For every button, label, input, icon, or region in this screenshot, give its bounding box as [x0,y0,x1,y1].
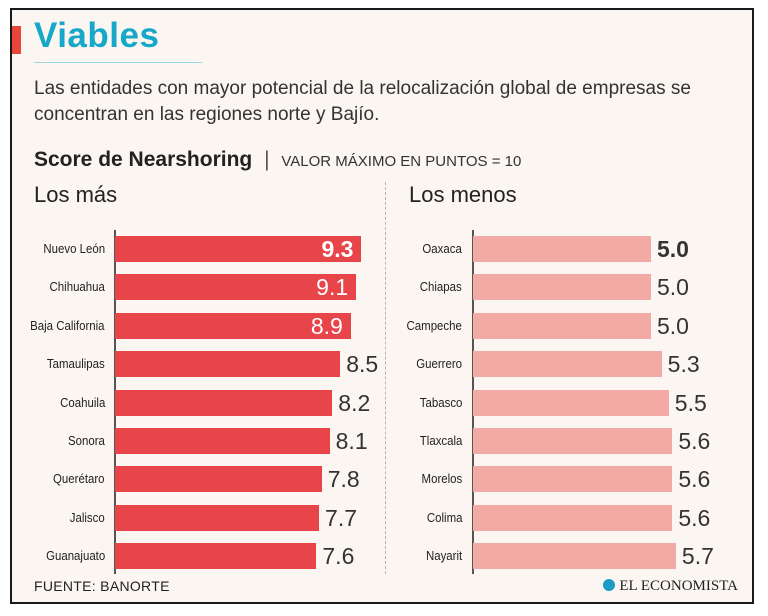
infographic-frame: Viables Las entidades con mayor potencia… [10,8,754,604]
top-category-label: Coahuila [59,394,105,410]
top-bar-value-label: 8.5 [346,351,379,378]
bottom-bar [473,504,673,531]
bottom-category-row: Guerrero [12,351,462,377]
title-underline [34,62,202,63]
bottom-category-row: Colima [12,505,462,531]
bottom-bar [473,312,651,339]
page-title: Viables [34,16,160,55]
top-bar-value-label: 7.6 [322,543,355,570]
top-bar-value-label: 7.8 [327,466,360,493]
source-note: FUENTE: BANORTE [34,578,170,594]
top-category-label: Baja California [30,317,105,333]
top-bar-value-label: 9.3 [321,236,354,262]
bottom-bar-value-label: 5.5 [674,389,707,416]
bottom-category-row: Oaxaca [12,236,462,262]
bottom-category-label: Tabasco [419,394,462,410]
score-separator: | [264,148,270,171]
bottom-category-row: Morelos [12,466,462,492]
bottom-category-label: Guerrero [416,356,462,372]
bottom-category-row: Tlaxcala [12,428,462,454]
bottom-bar-value-label: 5.7 [681,543,714,570]
bottom-category-label: Morelos [421,471,462,487]
bottom-bar-value-label: 5.3 [667,351,700,378]
logo-text: EL ECONOMISTA [619,578,738,594]
bottom-category-row: Campeche [12,313,462,339]
top-category-label: Nuevo León [43,241,105,256]
publisher-logo: EL ECONOMISTA [603,578,738,595]
top-bar [115,504,320,531]
top-bar-value-label: 7.7 [325,504,358,531]
top-bar-value-label: 8.2 [338,389,371,416]
top-bar [115,236,362,262]
bottom-chart-axis [472,230,474,574]
subtitle: Las entidades con mayor potencial de la … [34,78,691,125]
score-title: Score de Nearshoring [34,148,253,171]
bottom-bar [473,236,651,262]
bottom-category-label: Campeche [406,317,462,333]
bottom-bar [473,466,673,493]
chart-title-top: Los más [34,182,118,207]
top-category-row: Chihuahua [12,274,105,300]
bottom-category-label: Colima [426,509,462,525]
top-category-row: Coahuila [12,390,105,416]
bottom-bar-value-label: 5.6 [678,466,711,493]
top-category-row: Tamaulipas [12,351,105,377]
top-category-row: Guanajuato [12,543,105,569]
top-bar-value-label: 8.1 [335,428,368,454]
top-category-row: Querétaro [12,466,105,492]
top-category-row: Baja California [12,313,105,339]
bottom-category-label: Nayarit [425,548,462,564]
bottom-category-label: Tlaxcala [419,433,462,448]
top-chart-axis [114,230,116,574]
bottom-category-row: Nayarit [12,543,462,569]
bottom-category-row: Tabasco [12,390,462,416]
top-category-row: Jalisco [12,505,105,531]
bottom-bar [473,543,676,570]
top-category-row: Sonora [12,428,105,454]
top-bar [115,351,341,378]
bottom-bar-value-label: 5.6 [678,428,711,454]
top-bar [115,274,357,301]
bottom-category-label: Oaxaca [422,241,462,256]
bottom-category-label: Chiapas [420,279,462,295]
top-bar-value-label: 8.9 [310,312,343,339]
bottom-bar [473,274,651,301]
top-bar [115,543,317,570]
score-heading: Score de Nearshoring | VALOR MÁXIMO EN P… [34,148,521,172]
title-accent-bar [12,26,21,54]
top-bar [115,466,322,493]
top-bar [115,312,351,339]
bottom-bar-value-label: 5.0 [657,312,689,339]
top-category-label: Chihuahua [49,279,105,295]
top-bar [115,389,333,416]
top-category-row: Nuevo León [12,236,105,262]
bottom-bar [473,428,673,454]
score-max-note: VALOR MÁXIMO EN PUNTOS = 10 [281,153,522,170]
top-category-label: Tamaulipas [47,356,105,372]
bottom-bar-value-label: 5.0 [657,274,689,301]
logo-icon [603,579,616,591]
top-category-label: Sonora [68,433,105,448]
bottom-bar [473,389,669,416]
column-divider [385,182,386,574]
top-category-label: Jalisco [70,509,105,525]
top-category-label: Guanajuato [45,548,105,564]
chart-title-bottom: Los menos [409,182,517,207]
bottom-bar-value-label: 5.0 [657,236,689,262]
top-bar [115,428,330,454]
bottom-bar [473,351,662,378]
top-category-label: Querétaro [53,471,105,487]
top-bar-value-label: 9.1 [316,274,349,301]
bottom-bar-value-label: 5.6 [678,504,711,531]
bottom-category-row: Chiapas [12,274,462,300]
